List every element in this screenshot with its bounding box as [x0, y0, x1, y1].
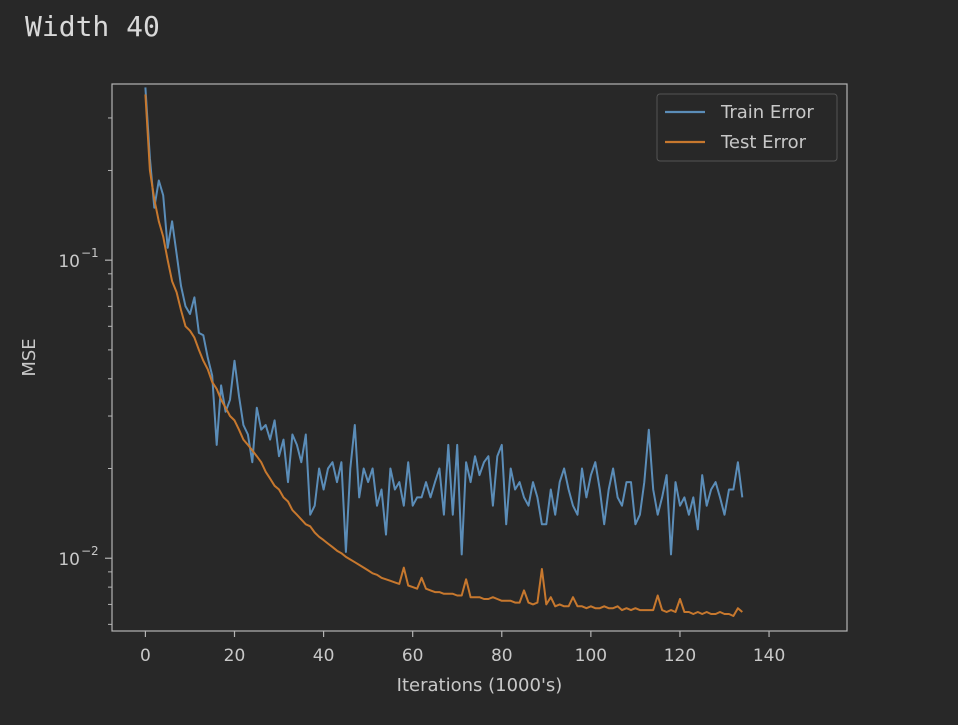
series-line-test-error: [144, 94, 743, 617]
x-tick-label: 140: [753, 646, 785, 666]
x-axis: 0 20 40 60 80 100 120 140: [140, 631, 785, 666]
legend-box: [656, 93, 838, 162]
series-line-train-error: [144, 87, 744, 556]
x-tick-label: 100: [575, 646, 607, 666]
x-tick-label: 20: [224, 646, 246, 666]
legend-label: Test Error: [720, 132, 807, 153]
y-tick-exponent: −2: [81, 544, 99, 558]
plot-frame: [111, 83, 848, 632]
x-tick-label: 120: [664, 646, 696, 666]
legend-label: Train Error: [720, 102, 814, 123]
legend: Train Error Test Error: [656, 93, 838, 162]
y-axis: 10−110−2: [58, 117, 112, 625]
page-title: Width 40: [25, 10, 160, 43]
x-tick-label: 0: [140, 646, 151, 666]
x-tick-label: 40: [313, 646, 335, 666]
x-tick-label: 60: [402, 646, 424, 666]
y-tick-label: 10: [58, 252, 80, 272]
x-tick-label: 80: [491, 646, 513, 666]
y-tick-label: 10: [58, 550, 80, 570]
y-axis-label: MSE: [19, 338, 40, 376]
x-axis-label: Iterations (1000's): [397, 675, 563, 696]
y-tick-exponent: −1: [81, 246, 99, 260]
